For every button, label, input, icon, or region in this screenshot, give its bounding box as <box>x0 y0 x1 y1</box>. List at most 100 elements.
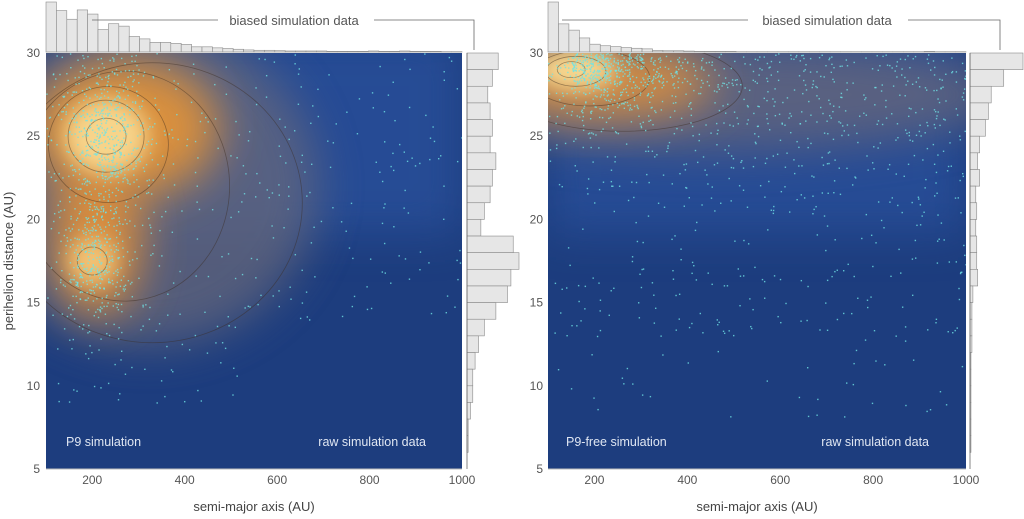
data-point <box>105 179 106 180</box>
data-point <box>105 212 106 213</box>
data-point <box>197 157 198 158</box>
data-point <box>110 172 111 173</box>
data-point <box>154 123 155 124</box>
callout-left: biased simulation data <box>229 13 359 28</box>
data-point <box>352 306 353 307</box>
data-point <box>74 169 75 170</box>
data-point <box>733 335 734 336</box>
data-point <box>855 177 856 178</box>
data-point <box>398 255 399 256</box>
data-point <box>98 67 99 68</box>
data-point <box>592 161 593 162</box>
data-point <box>658 75 659 76</box>
data-point <box>451 60 452 61</box>
data-point <box>558 369 559 370</box>
data-point <box>788 117 789 118</box>
data-point <box>904 77 905 78</box>
data-point <box>105 238 106 239</box>
data-point <box>587 61 588 62</box>
data-point <box>575 65 576 66</box>
data-point <box>105 159 106 160</box>
data-point <box>110 282 111 283</box>
data-point <box>116 212 117 213</box>
data-point <box>88 256 89 257</box>
data-point <box>92 230 93 231</box>
data-point <box>591 66 592 67</box>
data-point <box>54 213 55 214</box>
data-point <box>631 109 632 110</box>
data-point <box>289 287 290 288</box>
data-point <box>120 267 121 268</box>
histogram-bar-y <box>970 70 1004 87</box>
data-point <box>98 141 99 142</box>
data-point <box>926 411 927 412</box>
data-point <box>162 156 163 157</box>
data-point <box>60 210 61 211</box>
data-point <box>76 126 77 127</box>
data-point <box>846 168 847 169</box>
data-point <box>103 199 104 200</box>
histogram-bar-y <box>970 153 978 170</box>
data-point <box>912 84 913 85</box>
data-point <box>176 114 177 115</box>
data-point <box>168 197 169 198</box>
data-point <box>124 120 125 121</box>
data-point <box>867 300 868 301</box>
data-point <box>706 174 707 175</box>
data-point <box>447 295 448 296</box>
data-point <box>47 144 48 145</box>
data-point <box>121 116 122 117</box>
data-point <box>119 234 120 235</box>
data-point <box>801 165 802 166</box>
data-point <box>834 271 835 272</box>
data-point <box>80 299 81 300</box>
data-point <box>125 87 126 88</box>
data-point <box>98 128 99 129</box>
data-point <box>88 230 89 231</box>
data-point <box>927 58 928 59</box>
histogram-bar-x <box>160 42 170 52</box>
data-point <box>637 241 638 242</box>
data-point <box>306 291 307 292</box>
data-point <box>109 110 110 111</box>
data-point <box>82 244 83 245</box>
data-point <box>719 110 720 111</box>
data-point <box>959 299 960 300</box>
data-point <box>677 59 678 60</box>
data-point <box>622 71 623 72</box>
data-point <box>636 77 637 78</box>
data-point <box>956 108 957 109</box>
data-point <box>94 222 95 223</box>
data-point <box>87 104 88 105</box>
data-point <box>753 71 754 72</box>
data-point <box>424 53 425 54</box>
data-point <box>113 324 114 325</box>
data-point <box>131 367 132 368</box>
data-point <box>123 256 124 257</box>
data-point <box>563 95 564 96</box>
data-point <box>351 203 352 204</box>
data-point <box>571 88 572 89</box>
data-point <box>632 92 633 93</box>
data-point <box>122 224 123 225</box>
data-point <box>662 101 663 102</box>
data-point <box>79 131 80 132</box>
data-point <box>94 315 95 316</box>
data-point <box>129 183 130 184</box>
data-point <box>89 206 90 207</box>
data-point <box>94 139 95 140</box>
data-point <box>77 144 78 145</box>
data-point <box>116 96 117 97</box>
data-point <box>579 57 580 58</box>
data-point <box>863 94 864 95</box>
data-point <box>629 74 630 75</box>
data-point <box>100 120 101 121</box>
data-point <box>317 89 318 90</box>
data-point <box>583 116 584 117</box>
data-point <box>255 196 256 197</box>
data-point <box>747 119 748 120</box>
data-point <box>222 342 223 343</box>
data-point <box>753 80 754 81</box>
data-point <box>632 60 633 61</box>
data-point <box>658 73 659 74</box>
